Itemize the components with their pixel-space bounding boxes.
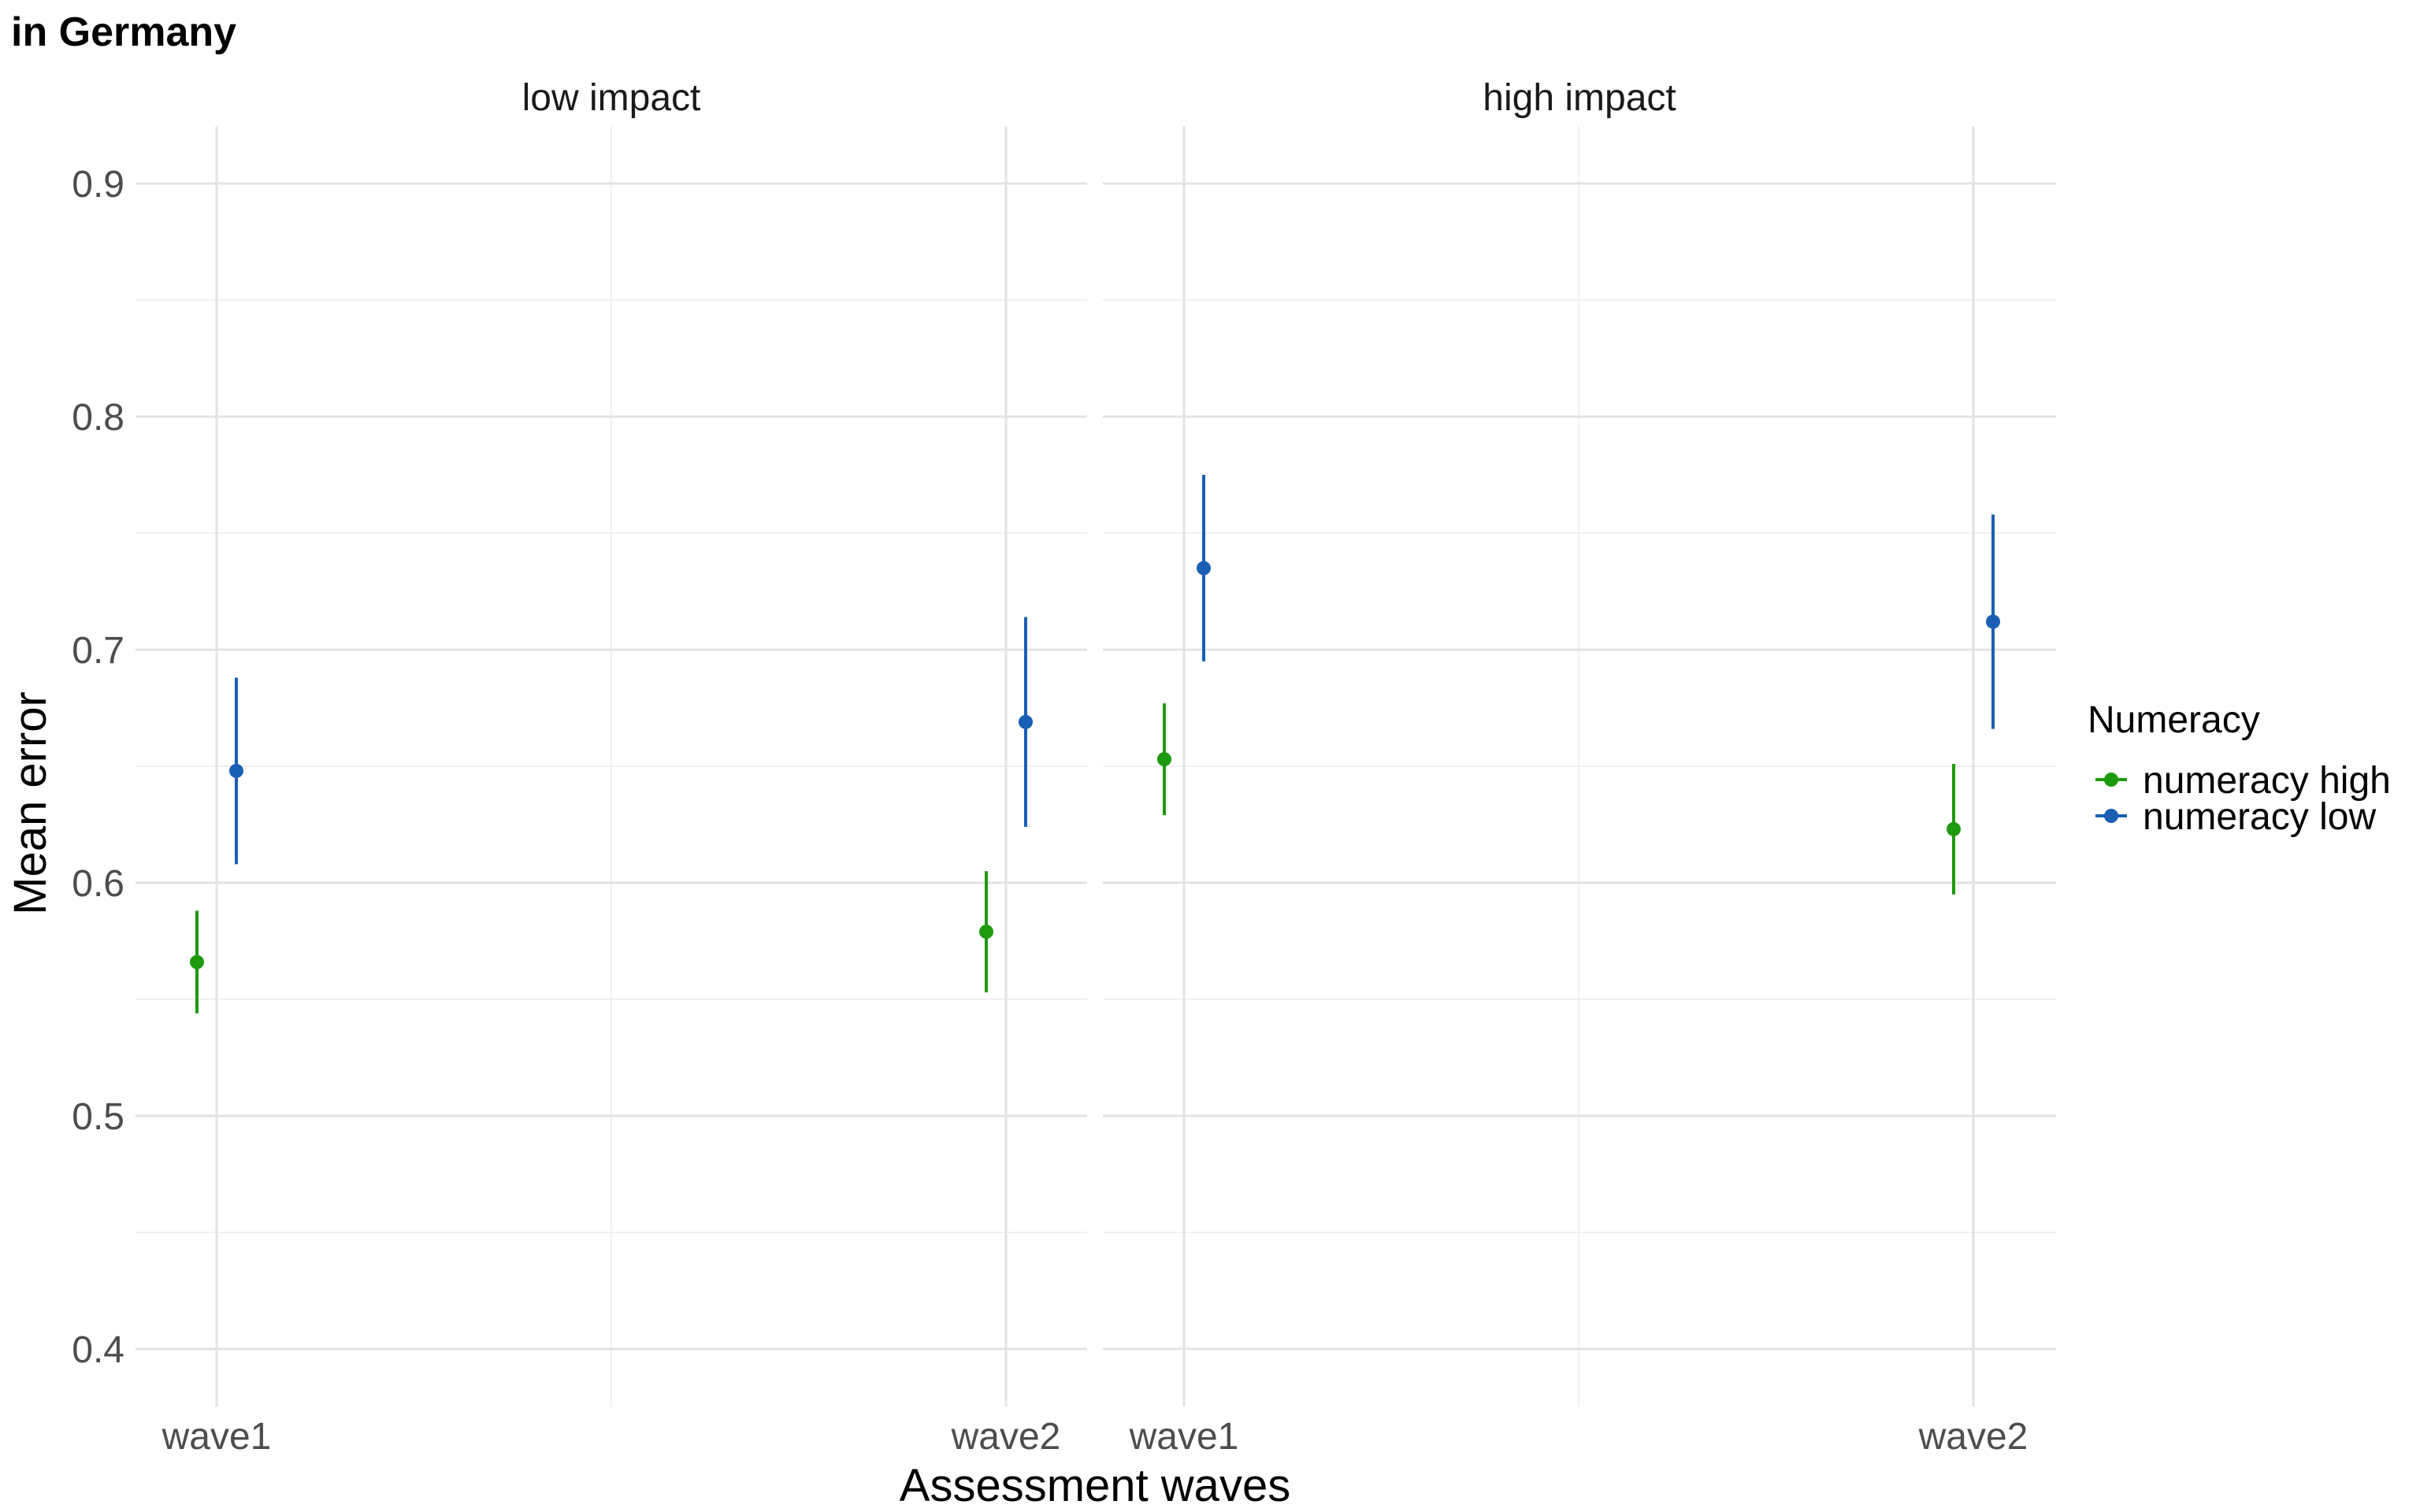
legend-item: numeracy low <box>2095 796 2376 838</box>
data-point <box>1157 752 1171 767</box>
y-tick-label: 0.4 <box>72 1329 124 1371</box>
y-tick-label: 0.6 <box>72 863 124 905</box>
panels: low impact wave1 wave2 high impact wave1 wave… <box>72 77 2056 1458</box>
y-tick-label: 0.7 <box>72 630 124 672</box>
y-axis-title: Mean error <box>5 691 56 915</box>
y-tick-label: 0.9 <box>72 164 124 206</box>
x-tick-label: wave1 <box>161 1416 272 1458</box>
legend-item: numeracy high <box>2095 760 2391 802</box>
legend-key-point <box>2104 809 2118 823</box>
data-point <box>190 954 204 969</box>
y-tick-label: 0.5 <box>72 1096 124 1138</box>
data-point <box>1197 561 1211 576</box>
chart-title: in Germany <box>11 9 236 55</box>
legend-label: numeracy high <box>2143 760 2391 802</box>
x-tick-label: wave2 <box>1918 1416 2028 1458</box>
data-point <box>1947 821 1961 836</box>
data-point <box>1019 714 1033 729</box>
legend-label: numeracy low <box>2143 796 2376 838</box>
legend-title: Numeracy <box>2088 699 2260 741</box>
x-tick-label: wave2 <box>951 1416 1061 1458</box>
facet-label: high impact <box>1483 77 1676 119</box>
y-tick-label: 0.8 <box>72 397 124 439</box>
x-axis-title: Assessment waves <box>900 1460 1290 1511</box>
legend-key-point <box>2104 773 2118 787</box>
facet-label: low impact <box>522 77 701 119</box>
panel-low-impact: low impact wave1 wave2 <box>135 77 1087 1458</box>
x-tick-label: wave1 <box>1129 1416 1239 1458</box>
panel-high-impact: high impact wave1 wave2 <box>1103 77 2056 1458</box>
data-point <box>979 925 993 939</box>
data-point <box>229 763 243 778</box>
data-point <box>1986 614 2000 629</box>
